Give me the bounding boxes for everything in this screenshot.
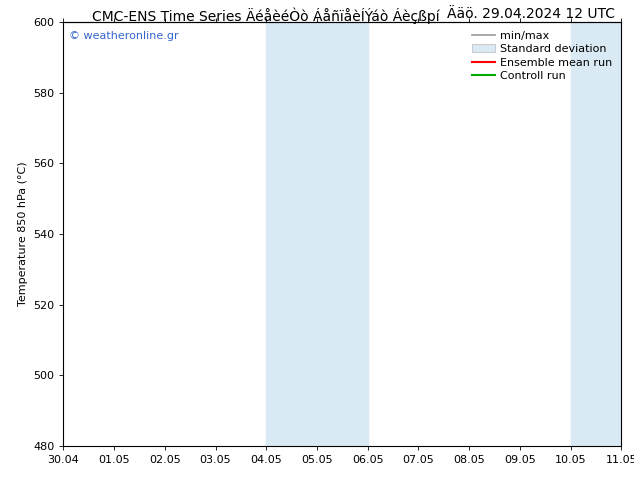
Y-axis label: Temperature 850 hPa (°C): Temperature 850 hPa (°C) <box>18 162 27 306</box>
Bar <box>266 22 368 446</box>
Text: CMC-ENS Time Series ÄéåèéÒò ÁåñïåèÍÝáò Áèçßpí: CMC-ENS Time Series ÄéåèéÒò ÁåñïåèÍÝáò Á… <box>93 7 440 24</box>
Text: © weatheronline.gr: © weatheronline.gr <box>69 30 179 41</box>
Bar <box>571 22 634 446</box>
Legend: min/max, Standard deviation, Ensemble mean run, Controll run: min/max, Standard deviation, Ensemble me… <box>469 27 616 84</box>
Text: Ääö. 29.04.2024 12 UTC: Ääö. 29.04.2024 12 UTC <box>447 7 615 22</box>
